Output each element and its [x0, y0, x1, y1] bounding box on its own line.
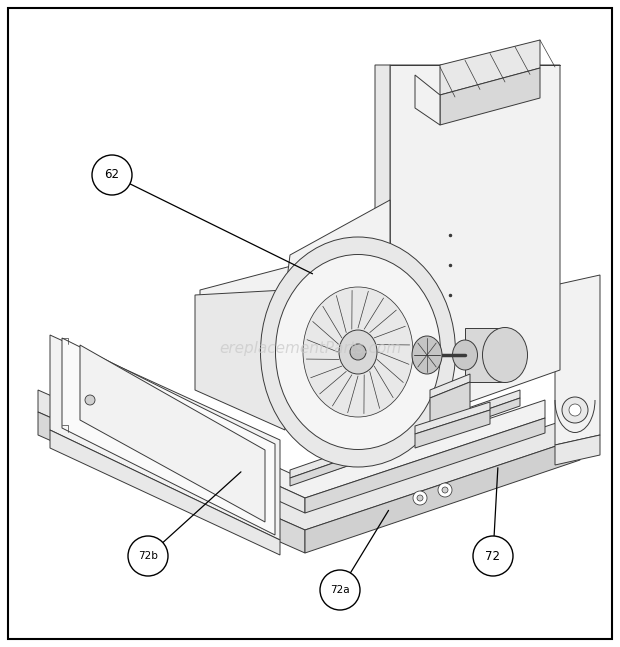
Ellipse shape	[303, 287, 413, 417]
Circle shape	[413, 491, 427, 505]
Polygon shape	[440, 68, 540, 125]
Polygon shape	[390, 65, 560, 430]
Polygon shape	[50, 430, 280, 555]
Circle shape	[569, 404, 581, 416]
Polygon shape	[375, 65, 390, 435]
Ellipse shape	[412, 336, 442, 374]
Polygon shape	[440, 40, 540, 95]
Polygon shape	[465, 328, 505, 382]
Circle shape	[320, 570, 360, 610]
Circle shape	[417, 495, 423, 501]
Polygon shape	[415, 402, 490, 434]
Ellipse shape	[260, 237, 456, 467]
Circle shape	[85, 395, 95, 405]
Text: 72b: 72b	[138, 551, 158, 561]
Polygon shape	[555, 435, 600, 465]
Polygon shape	[50, 335, 280, 540]
Circle shape	[350, 344, 366, 360]
Polygon shape	[415, 410, 490, 448]
Ellipse shape	[275, 254, 440, 450]
Ellipse shape	[482, 327, 528, 382]
Ellipse shape	[339, 330, 377, 374]
Text: 62: 62	[105, 168, 120, 182]
Circle shape	[128, 536, 168, 576]
Polygon shape	[290, 390, 520, 478]
Polygon shape	[80, 345, 265, 522]
Polygon shape	[85, 390, 270, 478]
Circle shape	[562, 397, 588, 423]
Polygon shape	[200, 240, 390, 430]
Polygon shape	[38, 412, 305, 553]
Ellipse shape	[453, 340, 477, 370]
Circle shape	[438, 483, 452, 497]
Polygon shape	[430, 374, 470, 398]
Polygon shape	[85, 382, 270, 470]
Polygon shape	[38, 390, 580, 530]
Polygon shape	[430, 382, 470, 440]
Polygon shape	[62, 338, 275, 535]
Circle shape	[473, 536, 513, 576]
Text: ereplacementParts.com: ereplacementParts.com	[219, 340, 401, 355]
Polygon shape	[75, 393, 305, 513]
Polygon shape	[555, 275, 600, 445]
Text: 72a: 72a	[330, 585, 350, 595]
Polygon shape	[285, 200, 390, 295]
Polygon shape	[305, 438, 580, 553]
Circle shape	[92, 155, 132, 195]
Polygon shape	[305, 418, 545, 513]
Polygon shape	[195, 290, 285, 430]
Polygon shape	[415, 75, 440, 125]
Polygon shape	[290, 398, 520, 486]
Polygon shape	[75, 375, 545, 498]
Circle shape	[442, 487, 448, 493]
Text: 72: 72	[485, 549, 500, 562]
